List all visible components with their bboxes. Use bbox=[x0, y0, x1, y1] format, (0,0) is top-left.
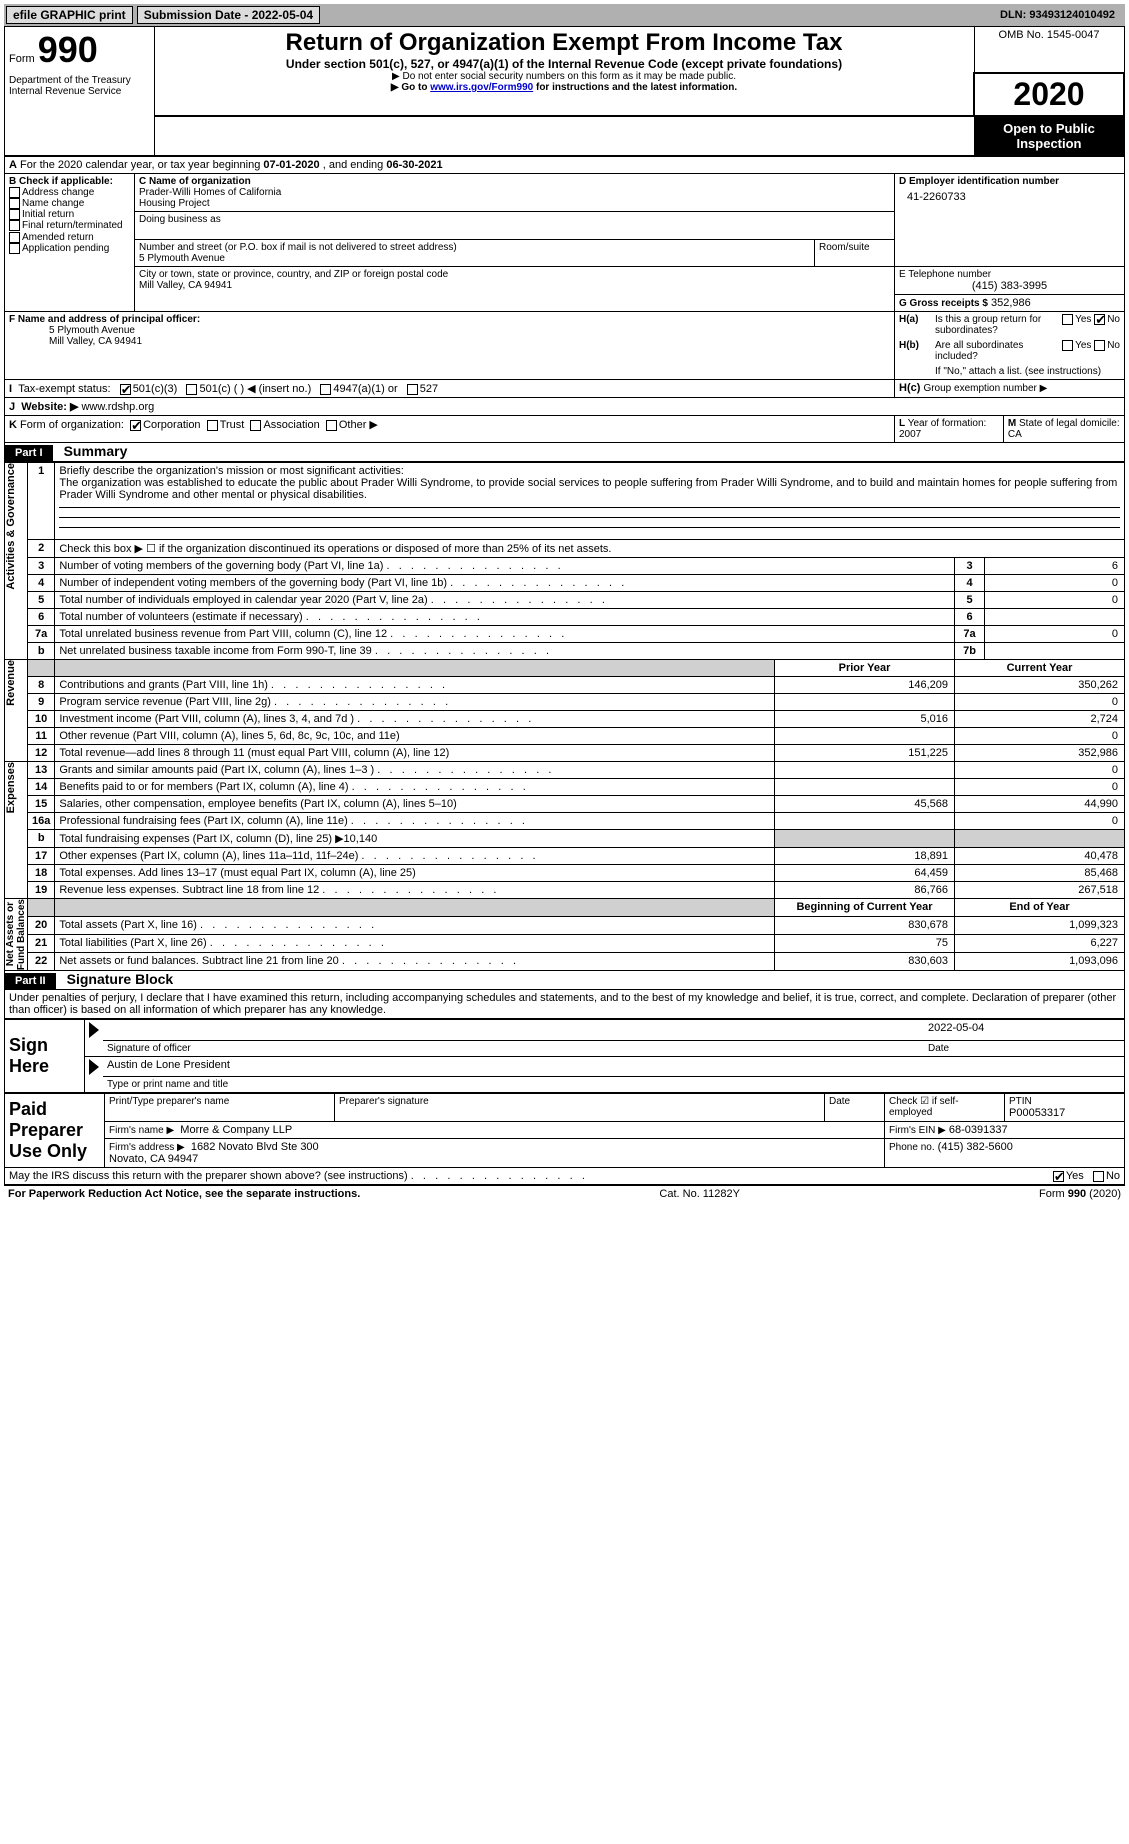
part1-table: Activities & Governance 1 Briefly descri… bbox=[4, 462, 1125, 971]
form-header: Form 990 Return of Organization Exempt F… bbox=[4, 26, 1125, 157]
section-h: H(a) Is this a group return for subordin… bbox=[895, 312, 1125, 380]
section-i: I Tax-exempt status: 501(c)(3) 501(c) ( … bbox=[5, 380, 895, 398]
irs-link[interactable]: www.irs.gov/Form990 bbox=[430, 82, 533, 93]
city: City or town, state or province, country… bbox=[135, 267, 895, 312]
form-subtitle: Under section 501(c), 527, or 4947(a)(1)… bbox=[159, 57, 969, 71]
form-number: 990 bbox=[38, 29, 98, 70]
section-g: G Gross receipts $ 352,986 bbox=[895, 295, 1125, 312]
section-f: F Name and address of principal officer:… bbox=[5, 312, 895, 380]
street: Number and street (or P.O. box if mail i… bbox=[135, 240, 815, 267]
exp-row: 19Revenue less expenses. Subtract line 1… bbox=[5, 882, 1125, 899]
side-gov: Activities & Governance bbox=[5, 463, 17, 590]
part1-name: Summary bbox=[56, 443, 128, 459]
side-rev: Revenue bbox=[5, 660, 17, 706]
section-k: K Form of organization: Corporation Trus… bbox=[5, 416, 895, 443]
arrow-icon bbox=[89, 1059, 99, 1075]
gov-row: 4Number of independent voting members of… bbox=[5, 575, 1125, 592]
tax-year: 2020 bbox=[974, 73, 1124, 116]
exp-row: 14Benefits paid to or for members (Part … bbox=[5, 779, 1125, 796]
part2-label: Part II bbox=[5, 973, 56, 989]
gov-row: 3Number of voting members of the governi… bbox=[5, 558, 1125, 575]
paid-preparer: Paid Preparer Use Only bbox=[5, 1094, 105, 1168]
dln-label: DLN: 93493124010492 bbox=[1000, 9, 1123, 21]
section-d: D Employer identification number 41-2260… bbox=[895, 174, 1125, 267]
exp-row: 15Salaries, other compensation, employee… bbox=[5, 796, 1125, 813]
arrow-icon bbox=[89, 1022, 99, 1038]
section-c-name: C Name of organization Prader-Willi Home… bbox=[135, 174, 895, 212]
title-cell: Return of Organization Exempt From Incom… bbox=[155, 27, 975, 117]
rev-row: 10Investment income (Part VIII, column (… bbox=[5, 711, 1125, 728]
side-exp: Expenses bbox=[5, 762, 17, 813]
sign-here-block: Sign Here 2022-05-04 Signature of office… bbox=[4, 1019, 1125, 1093]
section-hc: H(c) Group exemption number ▶ bbox=[895, 380, 1125, 398]
part1-label: Part I bbox=[5, 445, 53, 461]
net-row: 21Total liabilities (Part X, line 26)756… bbox=[5, 935, 1125, 953]
footer: For Paperwork Reduction Act Notice, see … bbox=[4, 1186, 1125, 1202]
section-j: J Website: ▶ www.rdshp.org bbox=[5, 398, 1125, 416]
dba: Doing business as bbox=[135, 212, 895, 240]
omb: OMB No. 1545-0047 bbox=[974, 27, 1124, 74]
part2-name: Signature Block bbox=[59, 971, 174, 987]
warning-ssn: ▶ Do not enter social security numbers o… bbox=[159, 71, 969, 82]
room: Room/suite bbox=[815, 240, 895, 267]
line2: Check this box ▶ ☐ if the organization d… bbox=[55, 540, 1125, 558]
net-row: 22Net assets or fund balances. Subtract … bbox=[5, 953, 1125, 971]
form-id: Form 990 bbox=[5, 27, 155, 74]
open-to-public: Open to Public Inspection bbox=[974, 116, 1124, 156]
gov-row: 6Total number of volunteers (estimate if… bbox=[5, 609, 1125, 626]
exp-row: 17Other expenses (Part IX, column (A), l… bbox=[5, 848, 1125, 865]
rev-row: 11Other revenue (Part VIII, column (A), … bbox=[5, 728, 1125, 745]
rev-row: 9Program service revenue (Part VIII, lin… bbox=[5, 694, 1125, 711]
mission: Briefly describe the organization's miss… bbox=[55, 463, 1125, 540]
section-lm: L Year of formation: 2007 M State of leg… bbox=[895, 416, 1125, 443]
side-net: Net Assets or Fund Balances bbox=[5, 899, 27, 970]
efile-print-button[interactable]: efile GRAPHIC print bbox=[6, 6, 133, 24]
gov-row: 5Total number of individuals employed in… bbox=[5, 592, 1125, 609]
exp-row: 18Total expenses. Add lines 13–17 (must … bbox=[5, 865, 1125, 882]
warning-link: ▶ Go to www.irs.gov/Form990 for instruct… bbox=[159, 82, 969, 93]
gov-row: bNet unrelated business taxable income f… bbox=[5, 643, 1125, 660]
exp-row: 16aProfessional fundraising fees (Part I… bbox=[5, 813, 1125, 830]
net-row: 20Total assets (Part X, line 16)830,6781… bbox=[5, 917, 1125, 935]
sign-here: Sign Here bbox=[5, 1020, 85, 1093]
line-a: A For the 2020 calendar year, or tax yea… bbox=[4, 157, 1125, 173]
rev-row: 8Contributions and grants (Part VIII, li… bbox=[5, 677, 1125, 694]
exp-row: bTotal fundraising expenses (Part IX, co… bbox=[5, 830, 1125, 848]
entity-block: B Check if applicable: Address change Na… bbox=[4, 173, 1125, 443]
form-title: Return of Organization Exempt From Incom… bbox=[159, 29, 969, 57]
paid-preparer-block: Paid Preparer Use Only Print/Type prepar… bbox=[4, 1093, 1125, 1168]
dept-treasury: Department of the Treasury Internal Reve… bbox=[5, 73, 155, 156]
gov-row: 7aTotal unrelated business revenue from … bbox=[5, 626, 1125, 643]
section-e: E Telephone number (415) 383-3995 bbox=[895, 267, 1125, 295]
declaration: Under penalties of perjury, I declare th… bbox=[4, 990, 1125, 1019]
form-prefix: Form bbox=[9, 53, 35, 65]
top-bar: efile GRAPHIC print Submission Date - 20… bbox=[4, 4, 1125, 26]
rev-row: 12Total revenue—add lines 8 through 11 (… bbox=[5, 745, 1125, 762]
discuss-row: May the IRS discuss this return with the… bbox=[4, 1168, 1125, 1186]
submission-date-button[interactable]: Submission Date - 2022-05-04 bbox=[137, 6, 320, 24]
section-b: B Check if applicable: Address change Na… bbox=[5, 174, 135, 312]
